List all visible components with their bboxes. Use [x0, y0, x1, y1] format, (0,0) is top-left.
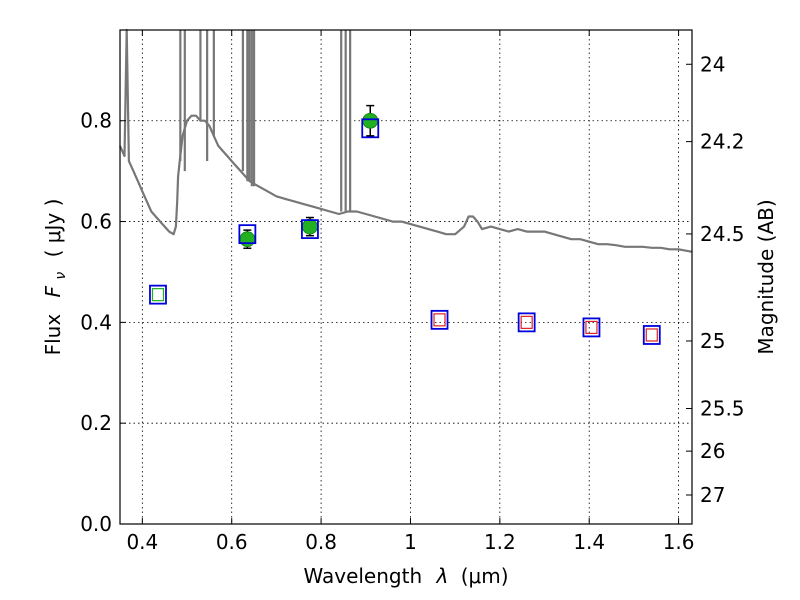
y-axis-title-symbol: F — [41, 285, 65, 297]
mag-tick-label-1: 24.2 — [700, 130, 745, 154]
model-flux-square-2 — [301, 219, 319, 240]
inner-flux-square-5-2 — [585, 320, 598, 335]
y-tick-label-2: 0.4 — [80, 310, 112, 334]
inner-flux-square-5-0 — [433, 313, 446, 327]
x-tick-label-1: 0.6 — [216, 530, 248, 554]
x-tick-label-4: 1.2 — [484, 530, 516, 554]
plot-frame — [119, 29, 693, 525]
observed-flux-point-1 — [302, 218, 318, 235]
y-axis-title: Flux F ν ( μJy ) — [41, 199, 70, 356]
x-tick-label-0: 0.4 — [126, 530, 158, 554]
x-axis-title-text: Wavelength — [303, 564, 422, 588]
mag-tick-label-0: 24 — [700, 52, 725, 76]
mag-tick-label-5: 26 — [700, 439, 725, 463]
x-tick-label-3: 1 — [404, 530, 417, 554]
observed-flux-point-0 — [239, 231, 256, 248]
x-axis-title-symbol: λ — [436, 564, 449, 588]
points-layer — [149, 104, 661, 345]
model-flux-square-5 — [517, 312, 536, 333]
x-axis-title: Wavelength λ (μm) — [303, 564, 508, 588]
model-flux-square-3 — [361, 118, 380, 139]
mag-tick-label-3: 25 — [700, 329, 725, 353]
inner-flux-square-5-3 — [645, 328, 658, 342]
spectrum-layer — [118, 28, 693, 253]
inner-flux-square-5-1 — [520, 315, 533, 329]
grid-layer — [120, 30, 692, 525]
model-flux-square-0 — [149, 284, 167, 305]
y-axis-title-text: Flux — [41, 314, 65, 356]
ticks-layer: 0.4 0.6 0.8 1 1.2 1.4 1.6 0.0 0.2 0.4 0.6 0.8 24 24.2… — [80, 30, 745, 554]
model-flux-square-1 — [238, 224, 257, 245]
mag-tick-label-2: 24.5 — [700, 222, 745, 246]
x-tick-label-6: 1.6 — [663, 530, 695, 554]
observed-flux-point-2 — [362, 112, 379, 129]
model-flux-square-4 — [430, 309, 449, 330]
mag-tick-label-4: 25.5 — [700, 397, 745, 421]
mag-tick-label-6: 27 — [700, 483, 725, 507]
x-tick-label-5: 1.4 — [573, 530, 605, 554]
spectrum-line — [118, 28, 693, 253]
inner-flux-square-4-0 — [151, 288, 165, 302]
x-axis-title-unit: (μm) — [461, 564, 509, 588]
x-tick-label-2: 0.8 — [305, 530, 337, 554]
y-axis-title-unit: ( μJy ) — [41, 199, 65, 258]
model-flux-square-7 — [642, 325, 661, 345]
y-tick-label-3: 0.6 — [80, 210, 112, 234]
y-axis-title-sub: ν — [53, 272, 69, 280]
y2-axis-title: Magnitude (AB) — [754, 199, 778, 354]
y-tick-label-0: 0.0 — [80, 512, 112, 536]
model-flux-square-6 — [582, 317, 601, 338]
y-tick-label-4: 0.8 — [80, 109, 112, 133]
y-tick-label-1: 0.2 — [80, 411, 112, 435]
